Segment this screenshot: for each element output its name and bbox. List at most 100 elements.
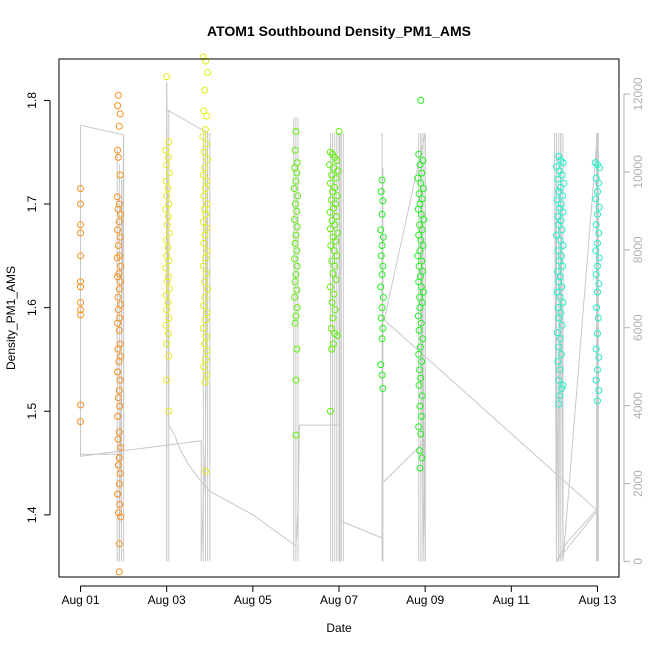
data-point xyxy=(415,262,423,270)
data-point xyxy=(559,192,567,200)
data-point xyxy=(557,217,565,225)
data-point xyxy=(162,177,170,185)
data-point xyxy=(415,423,423,431)
data-point xyxy=(377,361,385,369)
data-point xyxy=(558,226,566,234)
data-point xyxy=(379,293,387,301)
data-point xyxy=(293,223,301,231)
data-point xyxy=(592,221,600,229)
data-point xyxy=(115,285,123,293)
data-point xyxy=(595,203,603,211)
data-point xyxy=(556,236,564,244)
data-point xyxy=(165,200,173,208)
data-point xyxy=(594,366,601,374)
data-point xyxy=(163,192,171,200)
secondary-y-tick-label: 2000 xyxy=(631,470,645,497)
data-point xyxy=(591,159,599,167)
data-point xyxy=(553,231,560,239)
data-point xyxy=(201,378,209,386)
data-point xyxy=(163,376,171,384)
x-tick-label: Aug 13 xyxy=(578,593,616,607)
data-point xyxy=(114,490,122,498)
secondary-y-tick-label: 12000 xyxy=(631,77,645,111)
data-point xyxy=(164,213,172,220)
data-point xyxy=(330,290,338,298)
data-point xyxy=(291,293,299,301)
data-point xyxy=(292,271,300,278)
data-point xyxy=(414,205,422,213)
data-point xyxy=(417,430,425,438)
data-point xyxy=(557,200,565,208)
data-point xyxy=(558,384,566,392)
data-point xyxy=(202,125,209,133)
data-point xyxy=(165,138,173,146)
data-point xyxy=(416,304,424,312)
data-point xyxy=(77,185,84,192)
data-point xyxy=(115,326,123,334)
data-point xyxy=(200,302,208,310)
data-point xyxy=(379,384,387,392)
data-point xyxy=(114,242,122,249)
data-point xyxy=(378,210,386,218)
data-point xyxy=(115,122,123,130)
data-point xyxy=(553,267,561,275)
data-point xyxy=(202,467,209,475)
data-point xyxy=(115,428,123,436)
data-point xyxy=(77,252,84,260)
y-tick-label: 1.4 xyxy=(25,506,39,523)
data-point xyxy=(115,358,123,365)
y-tick-label: 1.5 xyxy=(25,403,39,420)
data-point xyxy=(594,330,601,337)
data-point xyxy=(329,270,337,277)
data-point xyxy=(116,501,124,508)
chart-title: ATOM1 Southbound Density_PM1_AMS xyxy=(207,23,471,39)
data-point xyxy=(292,231,300,239)
y-tick-label: 1.7 xyxy=(25,195,39,212)
data-point xyxy=(595,387,603,394)
data-point xyxy=(558,171,566,179)
data-point xyxy=(595,280,603,288)
secondary-y-tick-label: 0 xyxy=(631,558,645,565)
data-point xyxy=(326,407,334,415)
x-tick-label: Aug 11 xyxy=(493,593,530,607)
data-point xyxy=(114,461,122,469)
data-point xyxy=(329,204,337,212)
data-point xyxy=(592,247,600,255)
data-point xyxy=(293,247,301,255)
data-point xyxy=(203,224,211,232)
data-point xyxy=(291,255,299,263)
data-point xyxy=(378,335,386,343)
data-point xyxy=(333,157,341,164)
data-point xyxy=(378,242,386,249)
data-point xyxy=(116,171,124,179)
data-point xyxy=(419,242,427,249)
data-point xyxy=(204,285,212,293)
data-point xyxy=(77,283,84,291)
data-point xyxy=(77,200,84,208)
data-point xyxy=(77,401,84,409)
data-point xyxy=(555,221,563,229)
data-point xyxy=(329,314,337,322)
data-point xyxy=(203,309,211,317)
data-point xyxy=(201,340,209,348)
data-point xyxy=(326,283,334,291)
data-point xyxy=(415,190,423,198)
data-point xyxy=(114,146,122,154)
data-point xyxy=(331,184,339,191)
data-point xyxy=(594,397,601,405)
data-point xyxy=(594,239,601,247)
data-point xyxy=(117,262,125,270)
data-point xyxy=(332,174,340,182)
data-point xyxy=(115,387,123,394)
data-point xyxy=(414,252,422,260)
data-point xyxy=(379,233,387,241)
data-point xyxy=(165,285,173,293)
data-point xyxy=(199,324,207,332)
data-point xyxy=(377,226,385,234)
x-tick-label: Aug 09 xyxy=(406,593,444,607)
data-point xyxy=(418,169,426,177)
data-point xyxy=(596,164,604,172)
data-point xyxy=(201,293,209,301)
data-point xyxy=(553,196,561,204)
